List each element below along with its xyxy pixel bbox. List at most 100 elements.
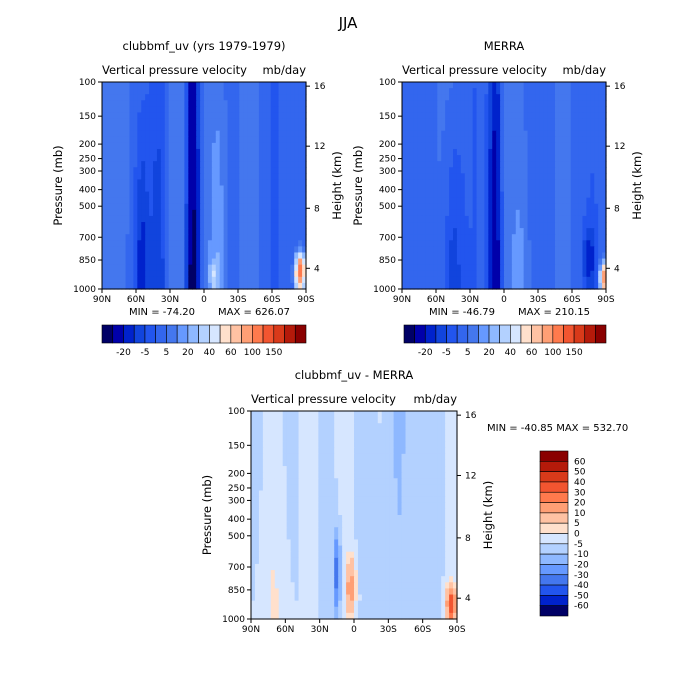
heatmap-cell	[535, 234, 540, 241]
heatmap-cell	[578, 282, 584, 290]
heatmap-cell	[180, 215, 185, 223]
heatmap-cell	[322, 490, 327, 498]
heatmap-cell	[200, 106, 205, 114]
heatmap-cell	[453, 136, 458, 144]
heatmap-cell	[453, 94, 458, 101]
heatmap-cell	[449, 197, 454, 205]
heatmap-cell	[262, 521, 268, 528]
heatmap-cell	[278, 447, 284, 455]
heatmap-cell	[207, 167, 213, 174]
heatmap-cell	[330, 453, 335, 461]
heatmap-cell	[441, 276, 446, 284]
heatmap-cell	[188, 94, 193, 101]
heatmap-cell	[192, 258, 197, 266]
heatmap-cell	[582, 173, 587, 181]
heatmap-cell	[429, 88, 434, 95]
x-tick-label: 90N	[93, 295, 111, 305]
heatmap-cell	[472, 148, 478, 156]
heatmap-cell	[417, 258, 423, 266]
heatmap-cell	[254, 533, 260, 541]
heatmap-cell	[602, 191, 607, 199]
heatmap-cell	[204, 258, 209, 266]
heatmap-cell	[421, 490, 426, 498]
heatmap-cell	[338, 478, 343, 486]
heatmap-cell	[334, 545, 339, 553]
heatmap-cell	[413, 106, 419, 114]
heatmap-cell	[373, 417, 379, 424]
heatmap-cell	[302, 191, 307, 199]
heatmap-cell	[429, 282, 434, 290]
heatmap-cell	[164, 88, 170, 95]
heatmap-cell	[373, 435, 379, 443]
heatmap-cell	[231, 185, 236, 193]
heatmap-cell	[437, 130, 442, 138]
heatmap-cell	[278, 106, 284, 114]
heatmap-cell	[551, 282, 556, 290]
heatmap-cell	[262, 441, 268, 449]
heatmap-cell	[586, 82, 591, 89]
heatmap-cell	[496, 246, 501, 254]
heatmap-cell	[270, 112, 276, 120]
heatmap-cell	[365, 533, 371, 541]
heatmap-cell	[586, 124, 591, 132]
heatmap-cell	[137, 118, 142, 126]
heatmap-cell	[262, 459, 268, 467]
heatmap-cell	[357, 496, 363, 504]
heatmap-cell	[168, 100, 174, 107]
heatmap-cell	[160, 197, 166, 205]
heatmap-cell	[449, 167, 454, 174]
heatmap-cell	[278, 270, 284, 278]
heatmap-cell	[504, 106, 509, 114]
heatmap-cell	[421, 100, 427, 107]
heatmap-cell	[133, 148, 138, 156]
heatmap-cell	[429, 82, 434, 89]
heatmap-cell	[188, 264, 193, 272]
heatmap-cell	[334, 466, 339, 473]
heatmap-cell	[389, 496, 395, 504]
heatmap-cell	[117, 222, 123, 229]
heatmap-cell	[204, 112, 209, 120]
heatmap-cell	[318, 545, 323, 553]
heatmap-cell	[453, 270, 458, 278]
colorbar-label: -5	[140, 348, 149, 358]
heatmap-cell	[437, 94, 442, 101]
heatmap-cell	[350, 411, 355, 418]
heatmap-cell	[519, 234, 525, 241]
heatmap-cell	[294, 173, 299, 181]
heatmap-cell	[294, 453, 300, 461]
heatmap-cell	[141, 130, 146, 138]
heatmap-cell	[429, 124, 434, 132]
heatmap-cell	[519, 240, 525, 247]
heatmap-cell	[543, 179, 548, 187]
heatmap-cell	[492, 203, 497, 211]
heatmap-cell	[188, 203, 193, 211]
heatmap-cell	[429, 472, 434, 479]
heatmap-cell	[350, 447, 355, 455]
heatmap-cell	[409, 118, 415, 126]
heatmap-cell	[350, 496, 355, 504]
heatmap-cell	[456, 197, 462, 205]
heatmap-cell	[405, 276, 411, 284]
heatmap-cell	[535, 173, 540, 181]
heatmap-cell	[409, 209, 415, 217]
heatmap-cell	[492, 282, 497, 290]
heatmap-cell	[204, 197, 209, 205]
heatmap-cell	[453, 106, 458, 114]
heatmap-cell	[188, 276, 193, 284]
heatmap-cell	[243, 270, 248, 278]
heatmap-cell	[460, 112, 466, 120]
colorbar-swatch	[435, 324, 447, 344]
heatmap-cell	[590, 228, 595, 235]
heatmap-cell	[294, 197, 299, 205]
heatmap-cell	[429, 496, 434, 504]
heatmap-cell	[354, 545, 359, 553]
heatmap-cell	[149, 185, 154, 193]
heatmap-cell	[445, 161, 450, 168]
heatmap-cell	[227, 167, 233, 174]
heatmap-cell	[417, 557, 422, 565]
heatmap-cell	[385, 527, 391, 534]
heatmap-cell	[160, 203, 166, 211]
heatmap-cell	[255, 148, 260, 156]
heatmap-cell	[433, 429, 438, 437]
heatmap-cell	[247, 258, 252, 266]
